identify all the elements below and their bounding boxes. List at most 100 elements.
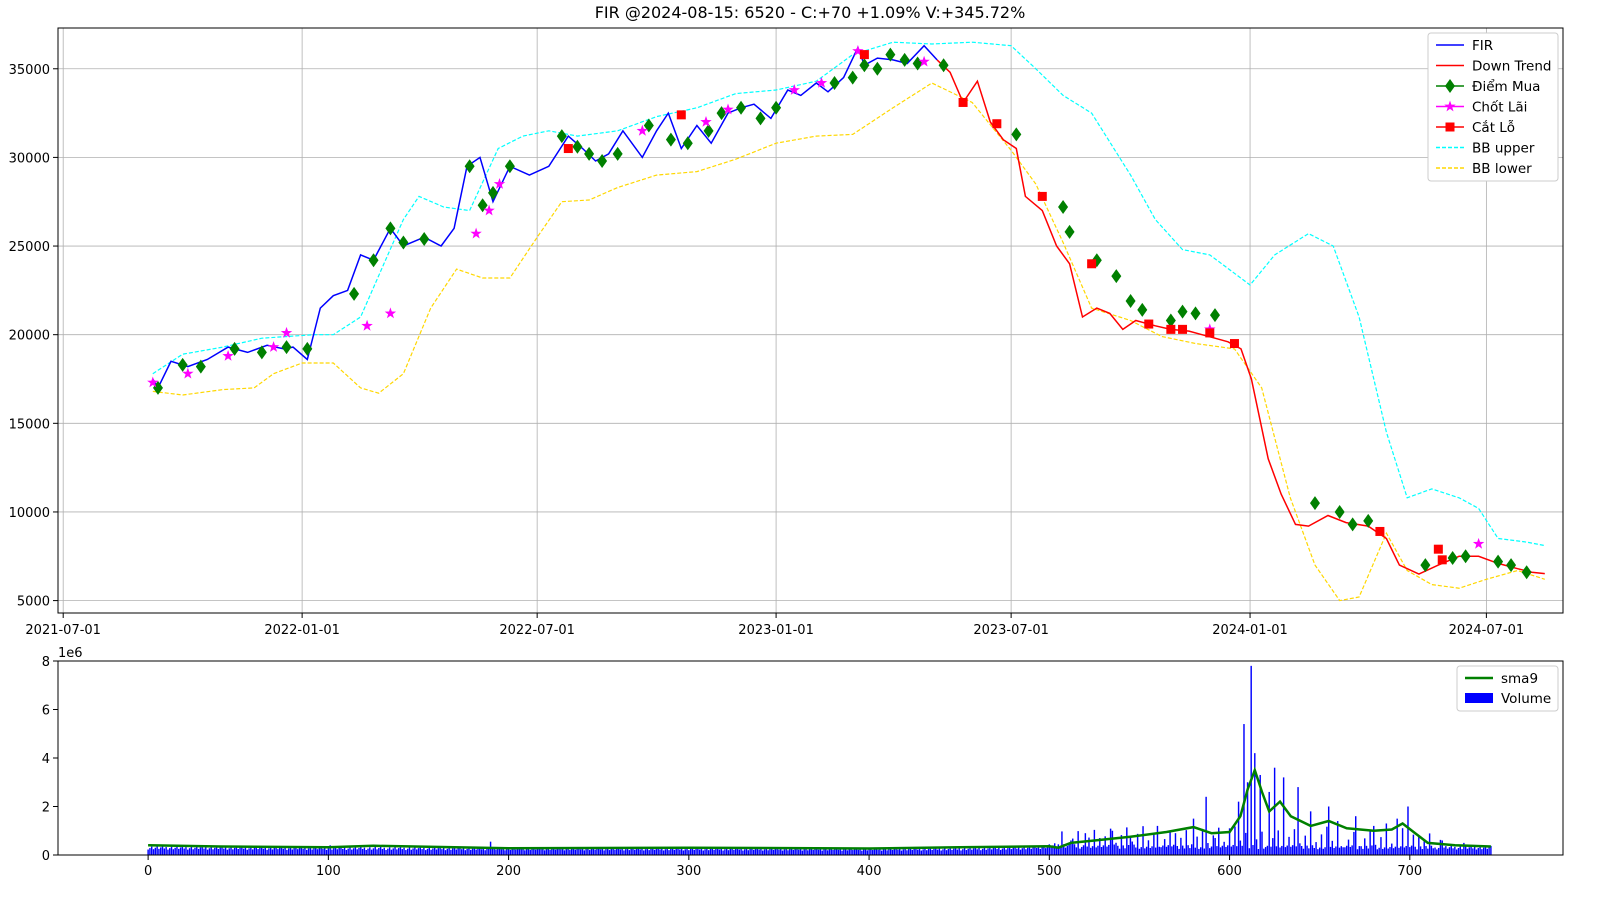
volume-bar	[935, 847, 937, 855]
volume-bar	[1288, 836, 1290, 855]
y-tick-label: 5000	[17, 595, 50, 610]
volume-bar	[433, 847, 436, 855]
x-tick-label: 600	[1217, 864, 1242, 879]
buy-marker	[398, 235, 409, 250]
volume-bar	[470, 849, 472, 855]
volume-bar	[1003, 847, 1005, 855]
volume-bar	[392, 848, 394, 855]
volume-bar	[1172, 844, 1175, 855]
volume-bar	[1212, 835, 1215, 855]
volume-bar	[224, 847, 227, 855]
volume-bar	[899, 848, 901, 855]
volume-bar	[147, 849, 149, 855]
volume-bar	[563, 850, 566, 855]
volume-bar	[1284, 847, 1287, 855]
volume-bar	[704, 849, 706, 855]
volume-bar	[684, 849, 686, 855]
volume-bar	[307, 848, 310, 855]
volume-bar	[374, 847, 376, 855]
stop-loss-marker	[1166, 324, 1176, 334]
volume-bar	[457, 848, 459, 855]
volume-bar	[1037, 846, 1040, 855]
volume-bar	[862, 849, 865, 855]
volume-bar	[1019, 849, 1022, 855]
volume-bar	[253, 848, 256, 855]
volume-bar	[621, 848, 623, 855]
volume-bar	[1479, 846, 1481, 855]
volume-bar	[987, 848, 989, 855]
volume-bar	[1239, 840, 1242, 855]
buy-marker	[597, 153, 608, 168]
volume-bar	[154, 847, 157, 855]
volume-bar	[437, 848, 440, 855]
volume-bar	[978, 847, 980, 855]
volume-bar	[1286, 845, 1288, 855]
x-tick-label: 300	[676, 864, 701, 879]
stop-loss-marker	[1087, 259, 1097, 269]
volume-bar	[156, 846, 158, 855]
volume-bar	[653, 849, 656, 855]
buy-marker	[177, 357, 188, 372]
volume-bar	[599, 849, 602, 855]
volume-bar	[772, 849, 775, 855]
volume-bar	[1203, 848, 1206, 855]
volume-bar	[342, 848, 344, 855]
volume-bar	[718, 849, 721, 855]
buy-marker	[912, 56, 923, 71]
volume-bar	[1169, 831, 1171, 855]
volume-bar	[1158, 846, 1160, 855]
volume-bar	[715, 848, 717, 855]
volume-bar	[825, 848, 827, 855]
volume-bar	[967, 848, 969, 855]
volume-bar	[1086, 846, 1088, 855]
volume-bar	[316, 849, 319, 855]
volume-legend: sma9 Volume	[1456, 665, 1559, 712]
volume-bar	[675, 848, 677, 855]
volume-bar	[794, 848, 796, 855]
volume-bar	[1196, 836, 1198, 855]
volume-bar	[756, 847, 759, 855]
volume-bar	[201, 846, 203, 855]
volume-bar	[289, 847, 292, 855]
volume-bar	[1362, 848, 1364, 855]
y-tick-label: 0	[42, 849, 50, 864]
volume-bar	[493, 847, 495, 855]
volume-bar	[1380, 837, 1382, 855]
volume-bar	[1165, 846, 1168, 855]
volume-bar	[598, 847, 600, 855]
buy-marker	[703, 123, 714, 138]
volume-bar	[277, 849, 279, 855]
buy-marker	[1420, 558, 1431, 573]
volume-bar	[379, 846, 382, 855]
volume-bar	[570, 848, 573, 855]
volume-bar	[1223, 841, 1225, 855]
volume-bar	[1364, 838, 1366, 855]
volume-bar	[1419, 846, 1422, 855]
volume-bar	[693, 849, 695, 855]
volume-bar	[1162, 845, 1164, 855]
volume-bar	[1210, 846, 1213, 855]
volume-bar	[980, 850, 982, 855]
volume-bar	[810, 847, 813, 855]
volume-bar	[1457, 848, 1460, 855]
volume-bar	[538, 847, 540, 855]
volume-bar	[439, 846, 441, 855]
buy-marker	[665, 132, 676, 147]
volume-bar	[1010, 849, 1013, 855]
volume-bar	[1396, 818, 1398, 856]
volume-bar	[1389, 847, 1391, 855]
volume-bar	[670, 848, 672, 855]
volume-bar	[239, 847, 241, 855]
volume-bar	[1082, 845, 1085, 855]
volume-bar	[877, 849, 879, 855]
volume-bar	[1405, 845, 1407, 855]
volume-bar	[273, 848, 276, 855]
volume-bar	[1124, 848, 1126, 855]
volume-bar	[1281, 845, 1283, 855]
volume-bar	[367, 848, 369, 855]
volume-bar	[1241, 845, 1243, 855]
volume-bar	[1311, 845, 1314, 855]
take-profit-marker	[470, 227, 482, 239]
volume-bar	[909, 847, 912, 855]
volume-bar	[320, 846, 322, 855]
